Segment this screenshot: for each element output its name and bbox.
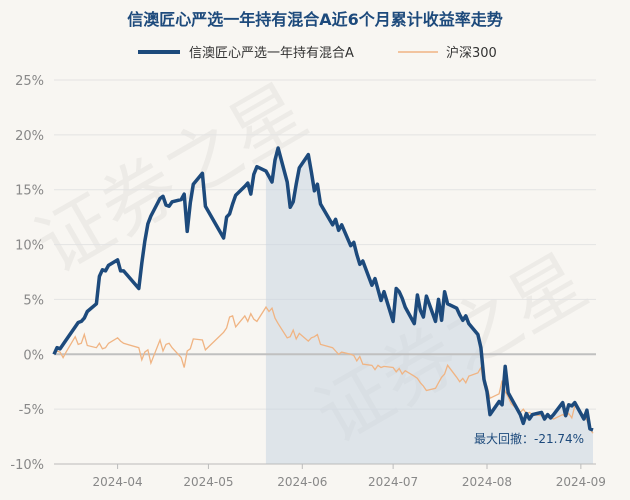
y-tick-label: 20%	[15, 129, 44, 144]
y-tick-label: 25%	[15, 74, 44, 89]
max-drawdown-annotation: 最大回撤：-21.74%	[474, 431, 584, 446]
y-tick-label: 5%	[23, 293, 44, 308]
series-line-fund	[52, 146, 594, 432]
x-tick-label: 2024-06	[277, 475, 327, 489]
legend: 信澳匠心严选一年持有混合A 沪深300	[138, 45, 497, 61]
chart-title: 信澳匠心严选一年持有混合A近6个月累计收益率走势	[127, 10, 503, 29]
x-tick-label: 2024-04	[93, 475, 143, 489]
y-tick-label: 0%	[23, 348, 44, 363]
series-line-hs300	[53, 305, 594, 434]
x-tick-label: 2024-05	[183, 475, 233, 489]
x-tick-label: 2024-08	[462, 475, 512, 489]
y-tick-label: 15%	[15, 184, 44, 199]
x-axis-ticks: 2024-04 2024-05 2024-06 2024-07 2024-08 2024-…	[54, 463, 606, 489]
y-axis-ticks: 25% 20% 15% 10% 5% 0% -5% -10%	[10, 74, 44, 473]
y-tick-label: -5%	[19, 403, 44, 418]
x-tick-label: 2024-09	[556, 475, 606, 489]
y-tick-label: 10%	[15, 239, 44, 254]
y-tick-label: -10%	[10, 458, 44, 473]
x-tick-label: 2024-07	[368, 475, 418, 489]
legend-label-hs300: 沪深300	[446, 45, 497, 61]
legend-label-fund: 信澳匠心严选一年持有混合A	[189, 45, 354, 61]
